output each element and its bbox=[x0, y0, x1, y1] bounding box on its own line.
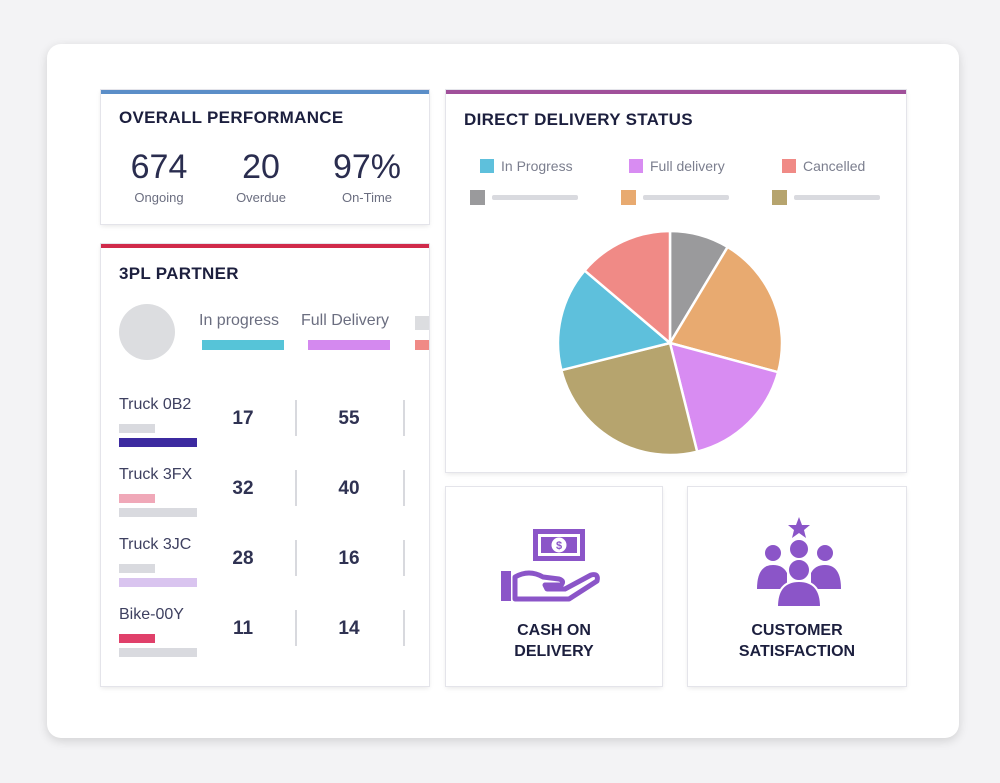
row-bar-color bbox=[119, 494, 155, 503]
card-accent-line bbox=[101, 244, 429, 248]
card-title: 3PL PARTNER bbox=[119, 264, 239, 283]
column-bar-in-progress bbox=[202, 340, 284, 350]
legend-full-delivery: Full delivery bbox=[629, 158, 725, 174]
legend-swatch bbox=[782, 159, 796, 173]
direct-delivery-card: DIRECT DELIVERY STATUS In Progress Full … bbox=[446, 90, 906, 472]
divider bbox=[295, 540, 297, 576]
tile-label-line2: SATISFACTION bbox=[738, 643, 856, 660]
column-bar-full-delivery bbox=[308, 340, 390, 350]
pie-slice-orange bbox=[668, 245, 784, 374]
pie-slice-full-delivery bbox=[668, 341, 780, 454]
svg-text:$: $ bbox=[556, 540, 562, 552]
pie-slice-in-progress bbox=[556, 268, 673, 372]
row-in-progress-value: 17 bbox=[232, 408, 254, 429]
legend-label: In Progress bbox=[501, 158, 573, 174]
row-in-progress-value: 11 bbox=[232, 618, 254, 639]
customer-satisfaction-tile[interactable]: CUSTOMER SATISFACTION bbox=[688, 487, 906, 686]
row-full-delivery-value: 55 bbox=[338, 408, 360, 429]
kpi-value: 20 bbox=[242, 148, 280, 186]
kpi-label: On-Time bbox=[341, 190, 393, 205]
row-in-progress-value: 28 bbox=[232, 548, 254, 569]
legend-swatch bbox=[629, 159, 643, 173]
divider bbox=[403, 540, 405, 576]
row-label: Bike-00Y bbox=[119, 606, 184, 623]
legend-swatch-grey bbox=[470, 190, 485, 205]
kpi-value: 674 bbox=[130, 148, 188, 186]
card-title: OVERALL PERFORMANCE bbox=[119, 108, 344, 127]
pie-slice-cancelled bbox=[582, 229, 672, 346]
card-accent-line bbox=[101, 90, 429, 94]
customer-satisfaction-icon bbox=[757, 517, 841, 608]
tile-label-line2: DELIVERY bbox=[514, 643, 594, 660]
card-accent-line bbox=[446, 90, 906, 94]
row-bar-light bbox=[119, 564, 155, 573]
pie-slice-olive bbox=[559, 341, 699, 457]
cash-on-delivery-icon: $ bbox=[501, 529, 600, 602]
column-header-in-progress: In progress bbox=[199, 312, 280, 329]
row-bar-light bbox=[119, 648, 197, 657]
row-bar-light bbox=[119, 424, 155, 433]
legend-placeholder-line bbox=[492, 195, 578, 200]
pie-chart bbox=[556, 229, 784, 457]
legend-label: Cancelled bbox=[803, 158, 866, 174]
tile-label-line1: CUSTOMER bbox=[751, 622, 843, 639]
row-bar-color bbox=[119, 578, 197, 587]
divider bbox=[403, 400, 405, 436]
kpi-label: Ongoing bbox=[134, 190, 184, 205]
row-full-delivery-value: 16 bbox=[338, 548, 360, 569]
kpi-overdue: 20 Overdue bbox=[211, 150, 311, 205]
row-bar-light bbox=[119, 508, 197, 517]
row-bar-color bbox=[119, 634, 155, 643]
cash-on-delivery-tile[interactable]: $ CASH ON DELIVERY bbox=[446, 487, 662, 686]
avatar bbox=[119, 304, 175, 360]
legend-in-progress: In Progress bbox=[480, 158, 573, 174]
column-header-full-delivery: Full Delivery bbox=[301, 312, 390, 329]
kpi-ongoing: 674 Ongoing bbox=[109, 150, 209, 205]
row-label: Truck 3JC bbox=[119, 536, 192, 553]
kpi-value: 97% bbox=[332, 148, 402, 186]
divider bbox=[403, 610, 405, 646]
dashboard-panel: OVERALL PERFORMANCE 674 Ongoing 20 Overd… bbox=[47, 44, 959, 738]
divider bbox=[295, 470, 297, 506]
row-label: Truck 3FX bbox=[119, 466, 193, 483]
divider bbox=[403, 470, 405, 506]
kpi-on-time: 97% On-Time bbox=[317, 150, 417, 205]
column-bar-cutoff bbox=[415, 340, 429, 350]
kpi-label: Overdue bbox=[236, 190, 286, 205]
overall-performance-card: OVERALL PERFORMANCE 674 Ongoing 20 Overd… bbox=[101, 90, 429, 224]
row-full-delivery-value: 40 bbox=[338, 478, 360, 499]
legend-placeholder-line bbox=[643, 195, 729, 200]
tile-label-line1: CASH ON bbox=[517, 622, 591, 639]
column-header-cutoff bbox=[415, 316, 429, 330]
divider bbox=[295, 610, 297, 646]
divider bbox=[295, 400, 297, 436]
legend-placeholder-line bbox=[794, 195, 880, 200]
legend-swatch-olive bbox=[772, 190, 787, 205]
legend-cancelled: Cancelled bbox=[782, 158, 865, 174]
card-title: DIRECT DELIVERY STATUS bbox=[464, 110, 693, 129]
legend-swatch-orange bbox=[621, 190, 636, 205]
row-bar-color bbox=[119, 438, 197, 447]
row-in-progress-value: 32 bbox=[232, 478, 254, 499]
legend-label: Full delivery bbox=[650, 158, 725, 174]
legend-swatch bbox=[480, 159, 494, 173]
partner-card: 3PL PARTNER In progress Full Delivery Tr… bbox=[101, 244, 429, 686]
row-label: Truck 0B2 bbox=[119, 396, 192, 413]
row-full-delivery-value: 14 bbox=[338, 618, 360, 639]
